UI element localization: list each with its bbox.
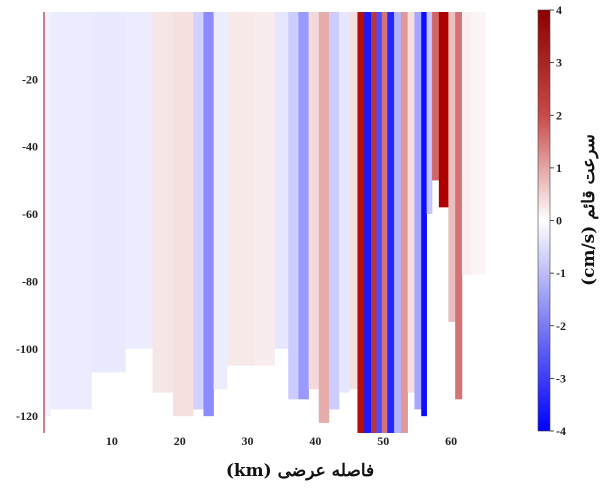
velocity-cell-34 [455, 12, 463, 400]
velocity-cell-21 [371, 12, 377, 433]
velocity-cell-27 [407, 12, 415, 393]
velocity-cell-12 [288, 12, 299, 400]
velocity-cell-18 [349, 12, 358, 390]
velocity-cell-31 [432, 12, 440, 181]
velocity-cell-16 [328, 12, 340, 410]
y-tick-label: -80 [22, 274, 38, 288]
velocity-cell-20 [364, 12, 372, 433]
velocity-cell-4 [152, 12, 174, 393]
velocity-cell-36 [471, 12, 486, 275]
velocity-cell-24 [387, 12, 395, 433]
velocity-cell-6 [193, 12, 204, 410]
colorbar-tick-label: -3 [556, 371, 566, 385]
y-tick-label: -100 [16, 342, 38, 356]
velocity-cell-28 [414, 12, 422, 410]
velocity-cell-25 [394, 12, 402, 433]
colorbar-tick-label: 0 [556, 214, 562, 228]
velocity-cell-0 [44, 12, 52, 417]
y-tick-label: -120 [16, 409, 38, 423]
x-tick-label: 20 [174, 434, 186, 448]
velocity-cell-26 [400, 12, 408, 433]
velocity-cell-22 [376, 12, 383, 433]
colorbar-tick-label: 3 [556, 56, 562, 70]
colorbar-title: سرعت قائم (cm/s) [579, 134, 599, 286]
velocity-cell-13 [298, 12, 309, 400]
velocity-cell-35 [461, 12, 472, 275]
x-axis-title: فاصله عرضی (km) [226, 461, 374, 481]
velocity-cell-14 [308, 12, 320, 390]
x-axis-ticks: 10 20 30 40 50 60 [106, 434, 457, 448]
velocity-cell-5 [172, 12, 194, 417]
velocity-cell-7 [203, 12, 214, 417]
colorbar-tick-label: -2 [556, 319, 566, 333]
velocity-cell-2 [91, 12, 126, 373]
x-tick-label: 30 [242, 434, 254, 448]
x-tick-label: 60 [445, 434, 457, 448]
colorbar-tick-label: 4 [556, 3, 562, 17]
colorbar-tick-label: -1 [556, 266, 566, 280]
velocity-cell-8 [213, 12, 228, 390]
x-tick-label: 10 [106, 434, 118, 448]
y-tick-label: -60 [22, 207, 38, 221]
x-tick-label: 40 [309, 434, 321, 448]
velocity-cell-30 [426, 12, 433, 215]
velocity-cell-10 [254, 12, 275, 366]
velocity-cell-32 [438, 12, 449, 208]
colorbar-tick-label: 1 [556, 161, 562, 175]
colorbar: 4 3 2 1 0 -1 -2 -3 -4 [537, 3, 566, 438]
velocity-cell-15 [318, 12, 330, 423]
y-axis-ticks: -20 -40 -60 -80 -100 -120 [16, 72, 38, 423]
y-tick-label: -40 [22, 140, 38, 154]
colorbar-gradient [537, 9, 551, 432]
velocity-cell-9 [227, 12, 255, 366]
velocity-cell-3 [125, 12, 153, 349]
colorbar-tick-label: -4 [556, 424, 566, 438]
y-tick-label: -20 [22, 72, 38, 86]
plot-area [43, 12, 486, 433]
x-tick-label: 50 [377, 434, 389, 448]
velocity-cell-1 [50, 12, 92, 410]
velocity-cell-33 [448, 12, 456, 322]
colorbar-tick-label: 2 [556, 108, 562, 122]
velocity-cell-17 [339, 12, 350, 393]
velocity-cell-11 [274, 12, 289, 349]
velocity-cell-19 [357, 12, 365, 433]
velocity-cell-23 [381, 12, 388, 433]
velocity-cell-29 [421, 12, 427, 417]
